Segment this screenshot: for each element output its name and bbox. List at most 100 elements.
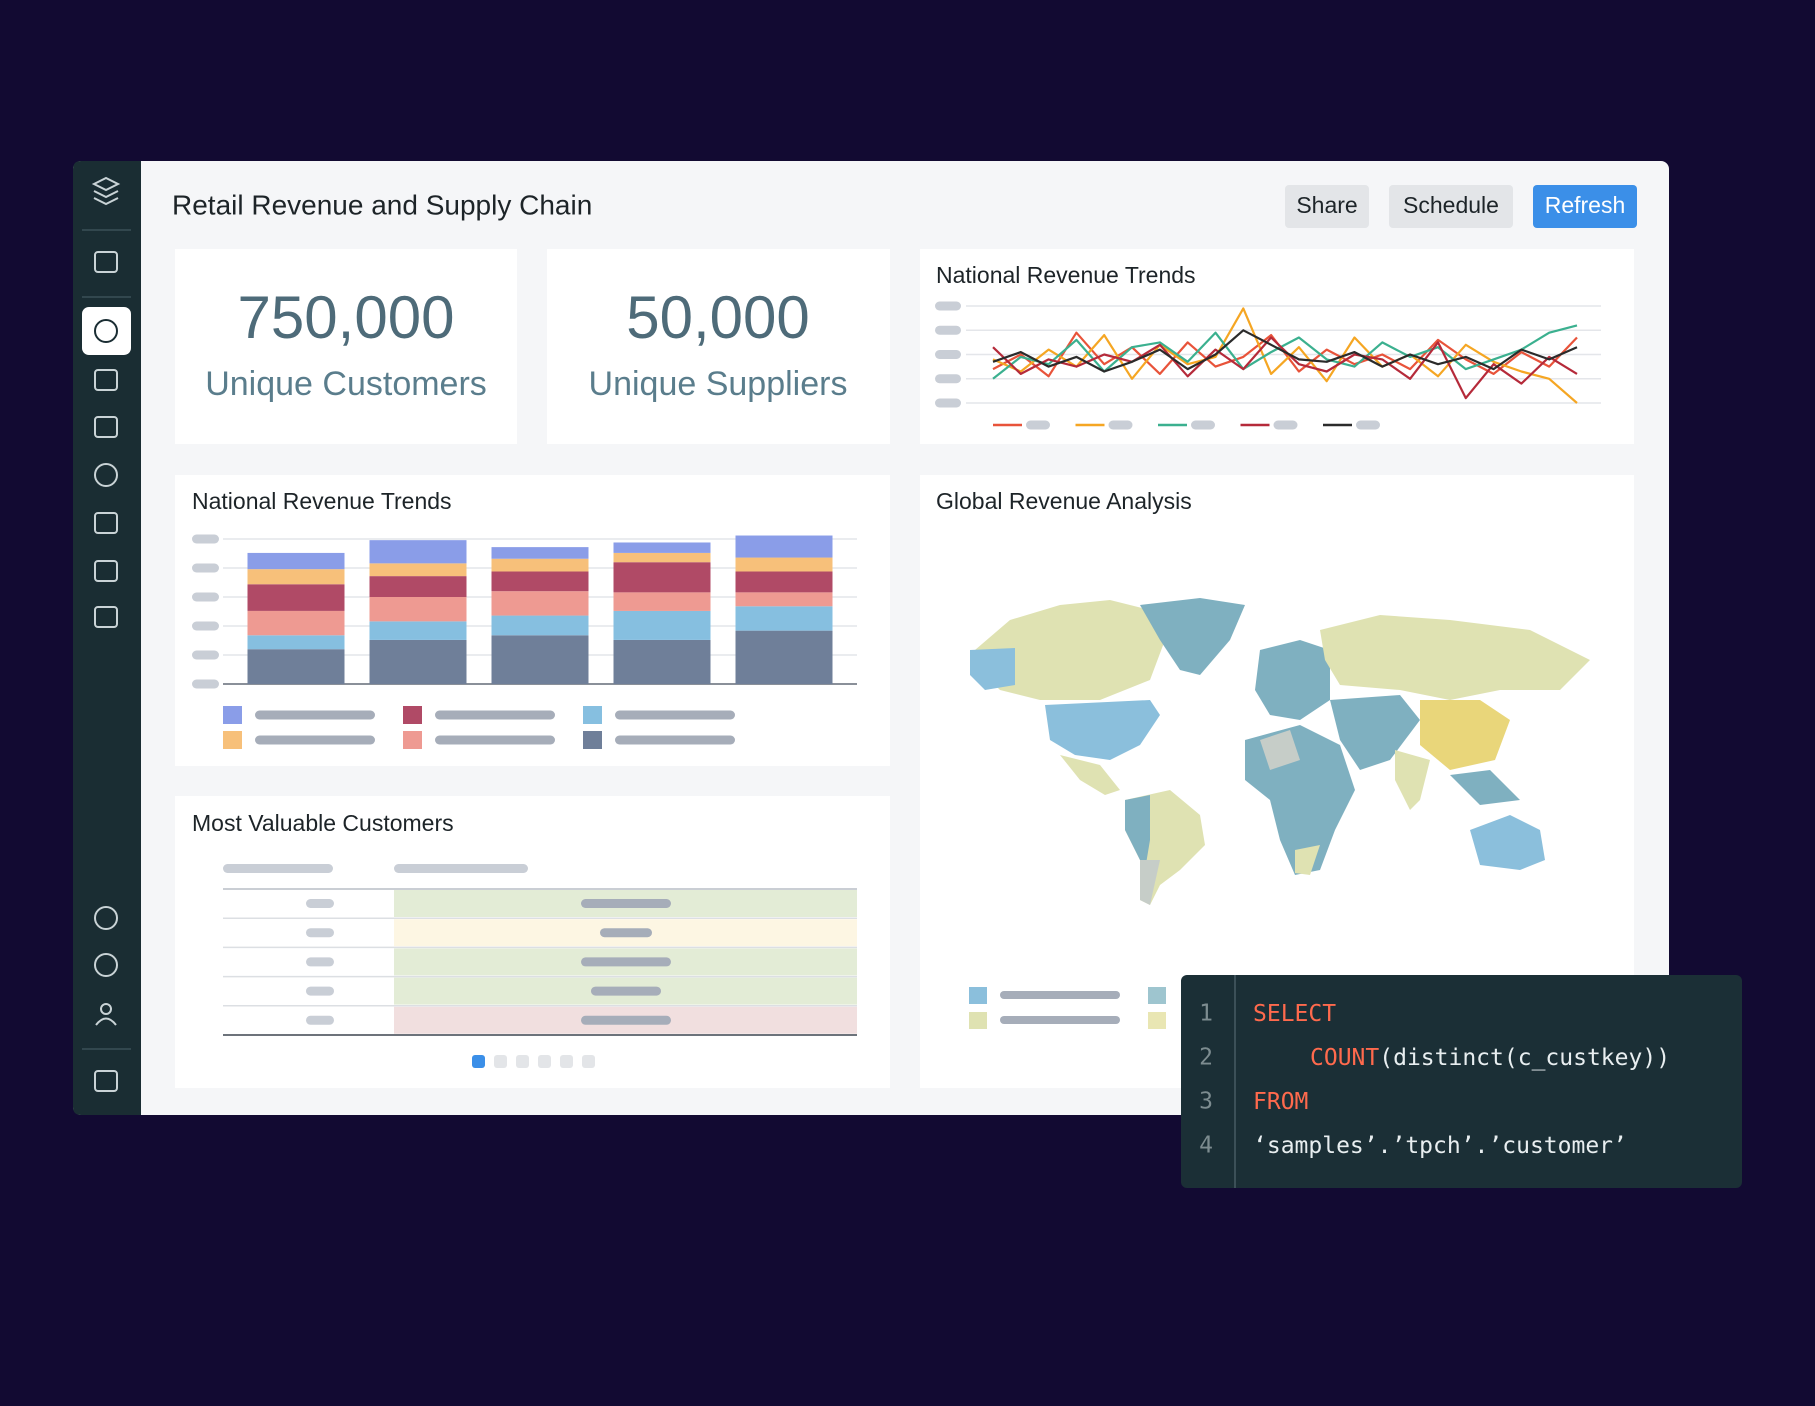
y-tick-placeholder (935, 398, 961, 408)
line-number: 3 (1199, 1089, 1213, 1115)
bar-segment (491, 635, 589, 684)
chart-title: National Revenue Trends (192, 488, 452, 514)
kpi-value: 50,000 (626, 284, 810, 351)
table-placeholder (223, 864, 857, 1068)
icon-shape (94, 953, 118, 977)
code-line: SELECT (1253, 1001, 1336, 1027)
page-dot[interactable] (472, 1055, 485, 1068)
code-token: ‘samples’.’tpch’.’customer’ (1253, 1133, 1627, 1159)
code-panel (1181, 975, 1742, 1188)
placeholder (581, 899, 671, 908)
bar-segment (613, 542, 711, 553)
page-dot[interactable] (560, 1055, 573, 1068)
bar-segment (491, 547, 589, 559)
page-dot[interactable] (494, 1055, 507, 1068)
code-token: COUNT (1310, 1045, 1379, 1071)
y-tick-placeholder (192, 592, 219, 602)
bar-segment (247, 569, 345, 585)
bar-segment (735, 592, 833, 607)
bar-segment (613, 592, 711, 611)
legend-swatch (223, 706, 242, 724)
code-line: COUNT(distinct(c_custkey)) (1310, 1045, 1670, 1071)
bar-segment (491, 571, 589, 592)
nav-icon[interactable] (91, 176, 121, 206)
dashboard-title: Retail Revenue and Supply Chain (172, 189, 592, 220)
nav-icon[interactable] (94, 560, 118, 582)
y-tick-placeholder (935, 325, 961, 335)
bar-segment (735, 630, 833, 684)
nav-icon[interactable] (94, 369, 118, 391)
icon-shape (94, 251, 118, 273)
legend-swatch (583, 706, 602, 724)
nav-icon[interactable] (94, 463, 118, 487)
icon-shape (94, 463, 118, 487)
placeholder (591, 986, 661, 996)
page-dot[interactable] (538, 1055, 551, 1068)
icon-shape (94, 906, 118, 930)
nav-icon[interactable] (94, 512, 118, 534)
y-tick-placeholder (192, 534, 219, 544)
bar-chart (192, 534, 857, 749)
bar-segment (247, 635, 345, 650)
placeholder (394, 864, 528, 873)
y-tick-placeholder (192, 650, 219, 660)
nav-icon[interactable] (94, 1070, 118, 1092)
button-bg[interactable] (1285, 185, 1369, 228)
placeholder (223, 864, 333, 873)
line-number: 2 (1199, 1045, 1213, 1071)
nav-icon[interactable] (94, 906, 118, 930)
series-line (992, 329, 1578, 373)
bar-segment (491, 558, 589, 572)
y-tick-placeholder (192, 563, 219, 573)
icon-shape (95, 1017, 117, 1026)
world-map (969, 598, 1590, 1029)
placeholder (1191, 420, 1215, 430)
nav-icon[interactable] (94, 953, 118, 977)
button-label[interactable]: Share (1296, 192, 1357, 218)
code-token: SELECT (1253, 1001, 1336, 1027)
placeholder (306, 1015, 334, 1025)
bar-segment (247, 584, 345, 611)
page-dot[interactable] (516, 1055, 529, 1068)
placeholder (1108, 420, 1133, 430)
bar-segment (735, 557, 833, 572)
button-label[interactable]: Schedule (1403, 192, 1499, 218)
icon-shape (94, 560, 118, 582)
bar-segment (613, 562, 711, 593)
bar-segment (369, 563, 467, 577)
nav-icon[interactable] (94, 319, 118, 343)
bar-segment (247, 552, 345, 570)
code-line: FROM (1253, 1089, 1308, 1115)
bar-segment (735, 535, 833, 558)
button-label[interactable]: Refresh (1545, 192, 1626, 218)
placeholder (435, 735, 555, 745)
nav-icon[interactable] (94, 416, 118, 438)
button-bg[interactable] (1389, 185, 1513, 228)
nav-icon[interactable] (95, 1003, 117, 1026)
code-token: (distinct(c_custkey)) (1379, 1045, 1670, 1071)
toolbar: Share Schedule Refresh (1285, 185, 1637, 228)
bar-segment (491, 591, 589, 616)
y-tick-placeholder (192, 679, 219, 689)
y-tick-placeholder (192, 621, 219, 631)
page-dot[interactable] (582, 1055, 595, 1068)
icon-shape (94, 1070, 118, 1092)
y-tick-placeholder (935, 350, 961, 359)
placeholder (435, 710, 555, 720)
placeholder (581, 1015, 671, 1025)
nav-icon[interactable] (94, 606, 118, 628)
legend-swatch (583, 731, 602, 749)
chart-title: National Revenue Trends (936, 262, 1196, 288)
button-bg[interactable] (1533, 185, 1637, 228)
kpi-label: Unique Customers (205, 365, 487, 403)
icon-shape (94, 416, 118, 438)
y-tick-placeholder (935, 374, 961, 384)
legend-swatch (403, 731, 422, 749)
bar-segment (369, 639, 467, 684)
kpi-value: 750,000 (238, 284, 455, 351)
bar-segment (491, 615, 589, 636)
placeholder (600, 928, 652, 938)
nav-icon[interactable] (94, 251, 118, 273)
placeholder (255, 710, 375, 720)
